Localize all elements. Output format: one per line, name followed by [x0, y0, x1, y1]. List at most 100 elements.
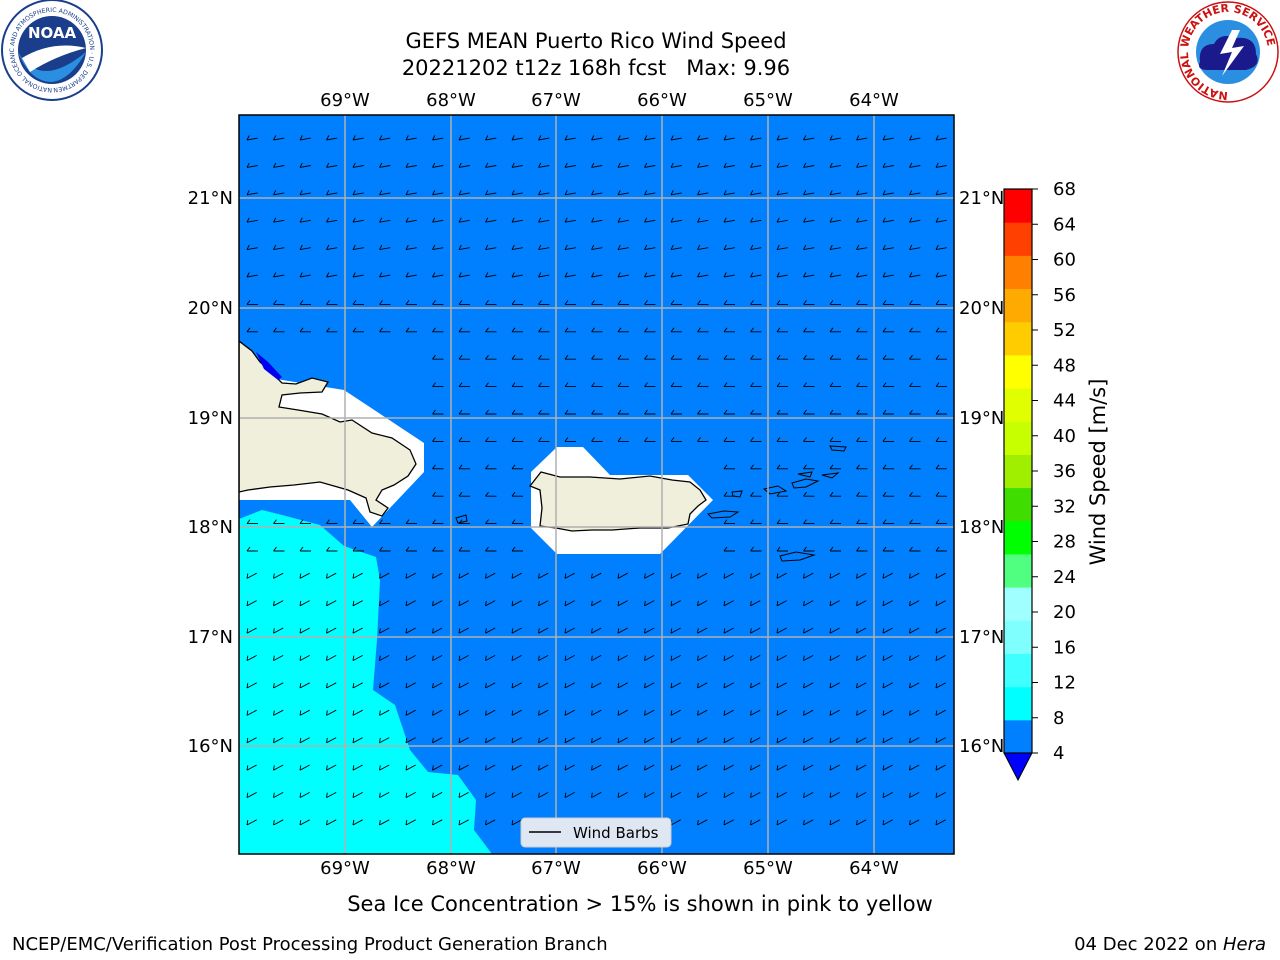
wind-barb: [723, 190, 735, 196]
wind-barb: [935, 737, 946, 744]
wind-barb: [803, 819, 814, 826]
wind-barb: [299, 655, 310, 661]
wind-barb: [750, 491, 762, 497]
wind-barb: [856, 409, 868, 415]
map-legend: Wind Barbs: [520, 817, 672, 848]
wind-barb: [458, 600, 469, 607]
wind-barb: [644, 135, 656, 141]
wind-barb: [776, 382, 788, 388]
wind-barb: [485, 682, 496, 689]
wind-barb: [803, 327, 815, 333]
wind-barb: [432, 354, 444, 360]
wind-barb: [299, 190, 311, 196]
wind-barb: [776, 437, 788, 442]
lon-label: 67°W: [531, 858, 581, 879]
wind-barb: [591, 572, 602, 579]
wind-barb: [299, 709, 310, 716]
wind-barb: [432, 519, 444, 525]
wind-barb: [829, 792, 840, 798]
hispaniola-land: [239, 340, 417, 517]
wind-barb: [697, 709, 708, 716]
wind-barb: [485, 272, 497, 278]
wind-barb: [458, 162, 470, 168]
wind-barb: [829, 382, 841, 388]
virgin-islands-3: [797, 471, 813, 478]
wind-barb: [458, 709, 469, 716]
wind-barb: [803, 244, 815, 251]
colorbar-tick-label: 44: [1053, 391, 1076, 412]
wind-barb: [856, 382, 868, 388]
wind-barb: [617, 737, 628, 744]
wind-barb: [856, 627, 867, 634]
wind-barb: [246, 627, 257, 634]
sea-ice-note: Sea Ice Concentration > 15% is shown in …: [347, 892, 933, 916]
wind-barb: [273, 300, 285, 305]
wind-barb: [299, 600, 310, 607]
colorbar-band: [1004, 255, 1032, 290]
wind-barb: [326, 217, 338, 223]
wind-barb: [670, 135, 682, 141]
wind-barb: [803, 600, 814, 607]
mona-island: [455, 514, 468, 524]
wind-barb: [644, 409, 656, 415]
wind-barb: [644, 190, 656, 196]
wind-barb: [829, 217, 841, 223]
wind-barb: [591, 709, 602, 716]
wind-barb: [246, 300, 258, 305]
wind-barb: [299, 572, 310, 579]
wind-barb: [723, 437, 735, 442]
wind-barb: [723, 382, 735, 388]
wind-barb: [326, 737, 337, 744]
wind-barb: [829, 682, 840, 689]
wind-barb: [352, 737, 363, 744]
lat-label: 20°N: [959, 298, 1004, 319]
footer-left: NCEP/EMC/Verification Post Processing Pr…: [12, 934, 608, 955]
wind-barb: [458, 135, 470, 141]
wind-barb: [379, 217, 391, 223]
wind-barb: [511, 627, 522, 634]
wind-barb: [803, 272, 815, 278]
wind-barb: [909, 437, 921, 442]
wind-barb: [776, 819, 787, 826]
wind-barb: [776, 792, 787, 798]
wind-barb: [935, 437, 947, 442]
colorbar-tick-label: 16: [1053, 637, 1076, 658]
lat-label: 18°N: [959, 517, 1004, 538]
wind-barb: [564, 244, 576, 251]
wind-barb: [829, 491, 841, 497]
wind-barb: [670, 737, 681, 744]
wind-barb: [458, 682, 469, 689]
wind-barb: [326, 244, 338, 251]
wind-barb: [776, 572, 787, 579]
wind-barb: [379, 300, 391, 305]
wind-barb: [485, 300, 497, 305]
wind-barb: [829, 244, 841, 251]
wind-barb: [856, 244, 868, 251]
wind-barb: [591, 737, 602, 744]
wind-barb: [776, 135, 788, 141]
wind-barb: [670, 217, 682, 223]
wind-barb: [432, 464, 444, 470]
wind-barb: [458, 546, 470, 552]
wind-barb: [829, 464, 841, 470]
wind-barb: [326, 627, 337, 634]
wind-barb: [352, 572, 363, 579]
wind-barb: [829, 764, 840, 771]
colorbar-tick-label: 12: [1053, 673, 1076, 694]
wind-barb: [856, 491, 868, 497]
wind-barb: [829, 409, 841, 415]
lon-labels-top: 69°W 68°W 67°W 66°W 65°W 64°W: [320, 90, 899, 111]
wind-barb: [485, 190, 497, 196]
lon-label: 67°W: [531, 90, 581, 111]
wind-barb: [405, 737, 416, 744]
wind-barb: [458, 819, 469, 826]
wind-barb: [644, 655, 655, 661]
wind-barb: [379, 655, 390, 661]
wind-barb: [617, 600, 628, 607]
colorbar-band: [1004, 288, 1032, 323]
wind-barb: [273, 272, 285, 278]
lat-label: 18°N: [188, 517, 233, 538]
wind-barb: [326, 135, 338, 141]
wind-barb: [485, 764, 496, 771]
